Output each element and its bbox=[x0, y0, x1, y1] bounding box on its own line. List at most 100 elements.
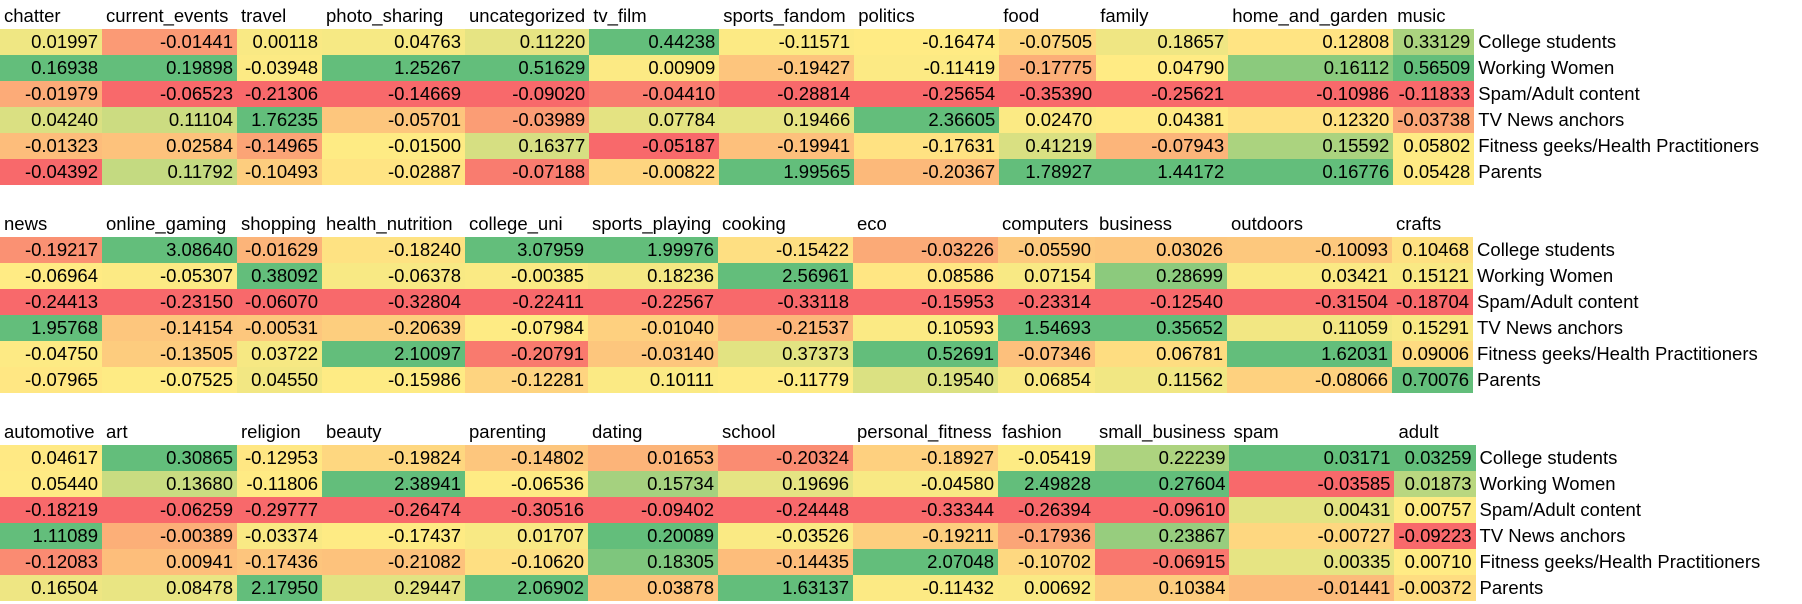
value-cell[interactable]: -0.18240 bbox=[322, 237, 465, 263]
value-cell[interactable]: -0.29777 bbox=[237, 497, 322, 523]
value-cell[interactable]: -0.03374 bbox=[237, 523, 322, 549]
column-header[interactable]: personal_fitness bbox=[853, 419, 998, 445]
column-header[interactable]: fashion bbox=[998, 419, 1095, 445]
value-cell[interactable]: 0.28699 bbox=[1095, 263, 1227, 289]
column-header[interactable]: crafts bbox=[1392, 211, 1474, 237]
value-cell[interactable]: 0.00431 bbox=[1229, 497, 1395, 523]
value-cell[interactable]: 0.35652 bbox=[1095, 315, 1227, 341]
value-cell[interactable]: -0.00385 bbox=[465, 263, 588, 289]
value-cell[interactable]: -0.24413 bbox=[0, 289, 102, 315]
value-cell[interactable]: -0.00389 bbox=[102, 523, 237, 549]
value-cell[interactable]: -0.33344 bbox=[853, 497, 998, 523]
value-cell[interactable]: -0.09223 bbox=[1394, 523, 1476, 549]
value-cell[interactable]: -0.30516 bbox=[465, 497, 588, 523]
value-cell[interactable]: 0.00692 bbox=[998, 575, 1095, 601]
value-cell[interactable]: -0.21537 bbox=[718, 315, 853, 341]
value-cell[interactable]: -0.14669 bbox=[322, 81, 465, 107]
column-header[interactable]: religion bbox=[237, 419, 322, 445]
value-cell[interactable]: -0.10493 bbox=[237, 159, 322, 185]
value-cell[interactable]: 2.36605 bbox=[854, 107, 1000, 133]
column-header[interactable]: spam bbox=[1229, 419, 1395, 445]
column-header[interactable]: automotive bbox=[0, 419, 102, 445]
row-label-cell[interactable]: Spam/Adult content bbox=[1473, 289, 1774, 315]
value-cell[interactable]: -0.17631 bbox=[854, 133, 1000, 159]
row-label-cell[interactable]: TV News anchors bbox=[1473, 315, 1774, 341]
column-header[interactable]: adult bbox=[1394, 419, 1476, 445]
value-cell[interactable]: -0.09020 bbox=[465, 81, 590, 107]
row-label-cell[interactable]: Working Women bbox=[1473, 263, 1774, 289]
value-cell[interactable]: -0.07505 bbox=[999, 29, 1097, 55]
column-header[interactable]: family bbox=[1096, 3, 1229, 29]
column-header[interactable]: dating bbox=[588, 419, 718, 445]
value-cell[interactable]: 0.33129 bbox=[1393, 29, 1475, 55]
column-header[interactable]: travel bbox=[237, 3, 322, 29]
value-cell[interactable]: -0.04392 bbox=[0, 159, 102, 185]
column-header[interactable]: online_gaming bbox=[102, 211, 237, 237]
value-cell[interactable]: 1.78927 bbox=[999, 159, 1097, 185]
column-header[interactable]: college_uni bbox=[465, 211, 588, 237]
value-cell[interactable]: -0.06259 bbox=[102, 497, 237, 523]
value-cell[interactable]: -0.10702 bbox=[998, 549, 1095, 575]
row-label-cell[interactable]: College students bbox=[1475, 445, 1776, 471]
value-cell[interactable]: 2.10097 bbox=[322, 341, 465, 367]
value-cell[interactable]: -0.19217 bbox=[0, 237, 102, 263]
value-cell[interactable]: 0.02584 bbox=[102, 133, 237, 159]
value-cell[interactable]: 0.11792 bbox=[102, 159, 237, 185]
value-cell[interactable]: -0.06536 bbox=[465, 471, 588, 497]
value-cell[interactable]: -0.14802 bbox=[465, 445, 588, 471]
row-label-cell[interactable]: Spam/Adult content bbox=[1474, 81, 1775, 107]
value-cell[interactable]: -0.11779 bbox=[718, 367, 853, 393]
value-cell[interactable]: -0.12540 bbox=[1095, 289, 1227, 315]
value-cell[interactable]: -0.26394 bbox=[998, 497, 1095, 523]
value-cell[interactable]: 0.02470 bbox=[999, 107, 1097, 133]
value-cell[interactable]: -0.03948 bbox=[237, 55, 322, 81]
column-header[interactable]: school bbox=[718, 419, 853, 445]
value-cell[interactable]: 2.07048 bbox=[853, 549, 998, 575]
value-cell[interactable]: -0.06915 bbox=[1095, 549, 1230, 575]
row-label-cell[interactable]: Working Women bbox=[1475, 471, 1776, 497]
value-cell[interactable]: -0.25654 bbox=[854, 81, 1000, 107]
value-cell[interactable]: 0.07154 bbox=[998, 263, 1095, 289]
value-cell[interactable]: -0.03140 bbox=[588, 341, 718, 367]
value-cell[interactable]: -0.14435 bbox=[718, 549, 853, 575]
value-cell[interactable]: 0.56509 bbox=[1393, 55, 1475, 81]
value-cell[interactable]: -0.12281 bbox=[465, 367, 588, 393]
value-cell[interactable]: -0.20367 bbox=[854, 159, 1000, 185]
value-cell[interactable]: -0.12953 bbox=[237, 445, 322, 471]
column-header[interactable]: news bbox=[0, 211, 102, 237]
value-cell[interactable]: -0.21082 bbox=[322, 549, 465, 575]
value-cell[interactable]: -0.07346 bbox=[998, 341, 1095, 367]
value-cell[interactable]: 0.00757 bbox=[1394, 497, 1476, 523]
value-cell[interactable]: 0.18236 bbox=[588, 263, 718, 289]
value-cell[interactable]: -0.01040 bbox=[588, 315, 718, 341]
value-cell[interactable]: 1.95768 bbox=[0, 315, 102, 341]
value-cell[interactable]: 3.08640 bbox=[102, 237, 237, 263]
row-label-cell[interactable]: College students bbox=[1474, 29, 1775, 55]
value-cell[interactable]: 0.04240 bbox=[0, 107, 102, 133]
value-cell[interactable]: 0.15592 bbox=[1228, 133, 1394, 159]
value-cell[interactable]: 0.22239 bbox=[1095, 445, 1230, 471]
value-cell[interactable]: 0.16776 bbox=[1228, 159, 1394, 185]
value-cell[interactable]: -0.05701 bbox=[322, 107, 465, 133]
column-header[interactable]: cooking bbox=[718, 211, 853, 237]
value-cell[interactable]: -0.25621 bbox=[1096, 81, 1229, 107]
value-cell[interactable]: 0.06781 bbox=[1095, 341, 1227, 367]
value-cell[interactable]: 0.11220 bbox=[465, 29, 590, 55]
value-cell[interactable]: -0.28814 bbox=[719, 81, 855, 107]
value-cell[interactable]: -0.20791 bbox=[465, 341, 588, 367]
value-cell[interactable]: -0.07188 bbox=[465, 159, 590, 185]
row-label-cell[interactable]: College students bbox=[1473, 237, 1774, 263]
column-header[interactable]: sports_playing bbox=[588, 211, 718, 237]
value-cell[interactable]: 0.01873 bbox=[1394, 471, 1476, 497]
value-cell[interactable]: -0.06378 bbox=[322, 263, 465, 289]
value-cell[interactable]: 0.05428 bbox=[1393, 159, 1475, 185]
value-cell[interactable]: -0.05307 bbox=[102, 263, 237, 289]
value-cell[interactable]: -0.23150 bbox=[102, 289, 237, 315]
column-header[interactable]: chatter bbox=[0, 3, 102, 29]
value-cell[interactable]: -0.01629 bbox=[237, 237, 322, 263]
value-cell[interactable]: -0.01500 bbox=[322, 133, 465, 159]
value-cell[interactable]: -0.10093 bbox=[1227, 237, 1392, 263]
value-cell[interactable]: -0.11571 bbox=[719, 29, 855, 55]
value-cell[interactable]: -0.04410 bbox=[589, 81, 720, 107]
value-cell[interactable]: -0.14965 bbox=[237, 133, 322, 159]
